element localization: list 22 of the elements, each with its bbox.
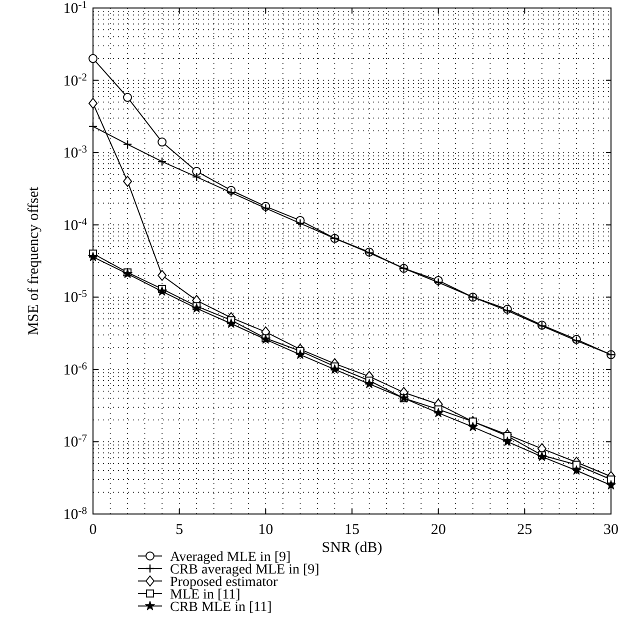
- legend-label: CRB averaged MLE in [9]: [170, 562, 320, 578]
- y-tick-label: 10$^{-2}$: [63, 72, 87, 90]
- y-tick-label: 10$^{-7}$: [63, 433, 87, 451]
- y-tick-label: 10$^{-1}$: [63, 0, 87, 17]
- x-tick-label: 10: [258, 522, 274, 538]
- x-tick-label: 30: [604, 522, 618, 538]
- y-tick-label: 10$^{-5}$: [63, 288, 87, 306]
- legend-label: Averaged MLE in [9]: [170, 550, 291, 565]
- x-tick-label: 0: [89, 522, 97, 538]
- x-axis-title: SNR (dB): [322, 540, 382, 556]
- x-tick-label: 20: [430, 522, 446, 538]
- y-tick-label: 10$^{-4}$: [63, 216, 88, 234]
- y-tick-label: 10$^{-3}$: [63, 144, 87, 162]
- x-tick-label: 25: [517, 522, 532, 538]
- y-tick-label: 10$^{-6}$: [63, 360, 87, 378]
- x-tick-label: 5: [176, 522, 184, 538]
- y-tick-label: 10$^{-8}$: [63, 506, 87, 523]
- legend-label: CRB MLE in [11]: [170, 600, 272, 615]
- legend-label: MLE in [11]: [170, 588, 240, 602]
- y-axis-title: MSE of frequency offset: [26, 186, 42, 336]
- x-tick-label: 15: [344, 522, 360, 538]
- legend-label: Proposed estimator: [170, 575, 278, 590]
